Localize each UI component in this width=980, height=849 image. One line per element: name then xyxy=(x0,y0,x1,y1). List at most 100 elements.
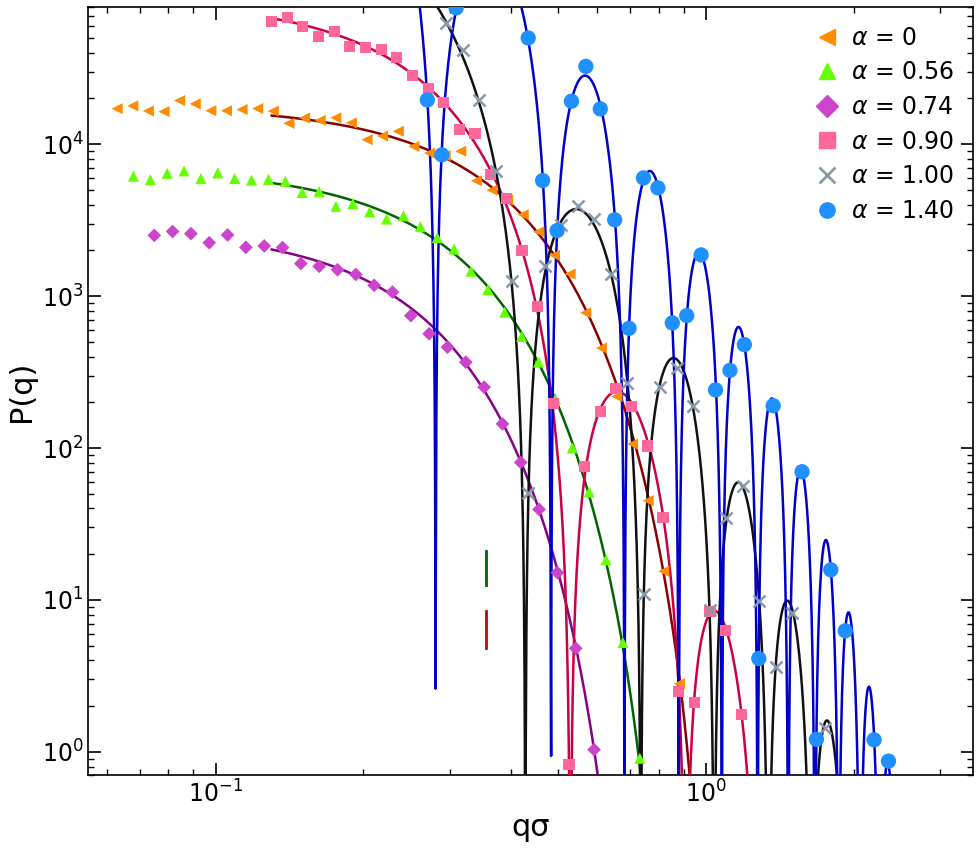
Point xyxy=(468,174,484,188)
Point xyxy=(664,316,680,329)
Point xyxy=(328,200,344,213)
Point xyxy=(295,20,311,33)
Point xyxy=(593,102,609,115)
Point xyxy=(329,263,345,277)
Point xyxy=(244,173,260,187)
Point xyxy=(764,845,780,849)
Point xyxy=(342,40,358,53)
Point xyxy=(358,41,373,54)
Point xyxy=(480,283,496,296)
Point xyxy=(293,256,309,270)
Point xyxy=(440,340,456,354)
Point xyxy=(146,228,162,242)
Point xyxy=(594,341,610,355)
Y-axis label: P(q): P(q) xyxy=(7,361,36,422)
Point xyxy=(640,439,656,453)
Point xyxy=(808,733,824,746)
Point xyxy=(452,122,467,136)
Point xyxy=(348,267,364,281)
Point xyxy=(636,171,652,185)
Point xyxy=(281,116,297,130)
Point xyxy=(279,11,295,25)
Point xyxy=(577,459,593,473)
Point xyxy=(500,194,515,207)
Point xyxy=(717,624,733,638)
Point xyxy=(448,1,464,14)
Point xyxy=(264,15,279,29)
Point xyxy=(607,213,622,227)
Point xyxy=(483,167,499,181)
Point xyxy=(702,605,717,619)
Point xyxy=(446,242,462,256)
Point xyxy=(598,553,613,566)
Point xyxy=(531,355,547,368)
Legend: $\alpha$ = 0, $\alpha$ = 0.56, $\alpha$ = 0.74, $\alpha$ = 0.90, $\alpha$ = 1.00: $\alpha$ = 0, $\alpha$ = 0.56, $\alpha$ … xyxy=(808,19,961,230)
Point xyxy=(562,757,577,771)
Point xyxy=(389,51,405,65)
Point xyxy=(733,708,749,722)
Point xyxy=(564,94,579,108)
Point xyxy=(780,784,796,797)
Point xyxy=(866,733,882,746)
Point xyxy=(687,840,703,849)
Point xyxy=(187,97,203,110)
Point xyxy=(234,103,250,116)
Point xyxy=(345,197,361,211)
Point xyxy=(563,267,578,281)
Point xyxy=(277,174,293,188)
Point xyxy=(621,322,637,335)
Point xyxy=(384,285,400,299)
Point xyxy=(581,485,597,498)
Point xyxy=(530,301,546,314)
Point xyxy=(550,565,565,579)
Point xyxy=(313,114,328,127)
Point xyxy=(564,441,580,455)
Point xyxy=(261,172,276,186)
Point xyxy=(467,127,483,140)
Point xyxy=(238,240,254,254)
Point xyxy=(609,381,624,395)
Point xyxy=(567,642,583,655)
Point xyxy=(160,166,175,180)
Point xyxy=(257,239,272,253)
Point xyxy=(615,636,631,649)
Point xyxy=(765,399,781,413)
Point xyxy=(172,93,187,107)
Point xyxy=(210,166,225,180)
Point xyxy=(548,392,564,406)
Point xyxy=(578,306,594,319)
Point xyxy=(294,186,310,200)
Point xyxy=(722,363,738,377)
Point xyxy=(367,278,382,292)
Point xyxy=(547,249,563,262)
Point xyxy=(624,400,640,413)
Point xyxy=(378,212,394,226)
Point xyxy=(437,149,453,162)
Point xyxy=(142,173,158,187)
Point xyxy=(464,264,479,278)
Point xyxy=(434,148,450,161)
Point xyxy=(610,390,625,403)
Point xyxy=(406,139,421,153)
Point xyxy=(403,309,418,323)
Point xyxy=(250,102,266,115)
Point xyxy=(656,565,671,578)
Point xyxy=(640,494,656,508)
Point xyxy=(670,684,686,698)
Point xyxy=(183,227,199,240)
Point xyxy=(823,563,839,576)
Point xyxy=(458,356,473,369)
Point xyxy=(202,236,218,250)
Point xyxy=(124,99,140,113)
Point xyxy=(484,183,500,197)
Point xyxy=(362,205,377,218)
Point xyxy=(737,338,753,351)
Point xyxy=(156,105,171,119)
Point xyxy=(312,260,327,273)
Point xyxy=(693,248,709,261)
Point xyxy=(266,104,281,118)
Point xyxy=(650,181,665,194)
X-axis label: qσ: qσ xyxy=(512,813,550,842)
Point xyxy=(780,840,796,849)
Point xyxy=(520,31,536,45)
